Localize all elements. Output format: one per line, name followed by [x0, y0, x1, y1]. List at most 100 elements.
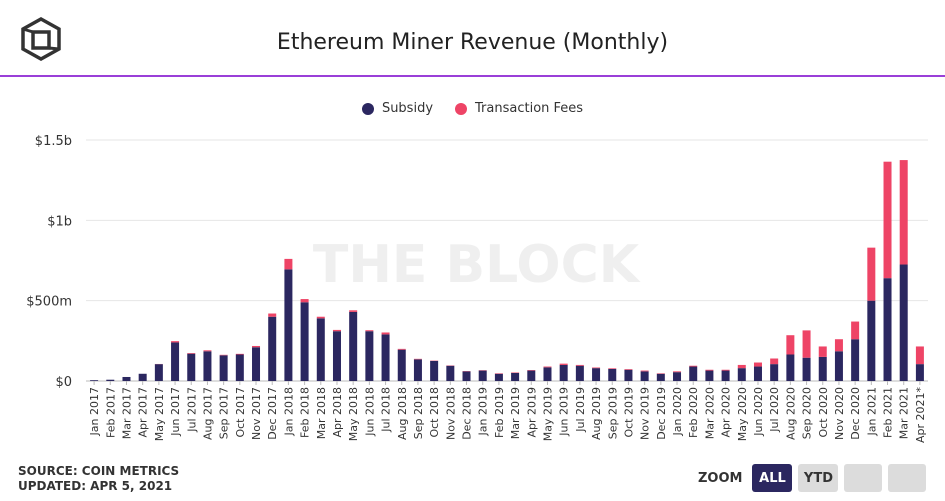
bar-subsidy	[446, 365, 455, 381]
bar-transaction-fees	[721, 369, 730, 371]
x-tick-label: Feb 2021	[882, 387, 895, 438]
bar-subsidy	[883, 278, 892, 381]
bar-transaction-fees	[284, 258, 293, 270]
bar-subsidy	[673, 372, 682, 381]
bar-transaction-fees	[252, 345, 261, 348]
bar-subsidy	[818, 356, 827, 381]
x-tick-label: Aug 2020	[784, 387, 797, 440]
watermark-text: THE BLOCK	[313, 235, 641, 295]
bar-subsidy	[300, 302, 309, 381]
bar-subsidy	[527, 370, 536, 381]
bar-transaction-fees	[365, 330, 374, 332]
zoom-all-button[interactable]: ALL	[752, 464, 793, 492]
x-tick-label: May 2020	[736, 387, 749, 441]
bar-subsidy	[770, 364, 779, 381]
bar-subsidy	[867, 300, 876, 381]
x-tick-label: Mar 2017	[120, 387, 133, 439]
bar-subsidy	[737, 368, 746, 381]
bar-transaction-fees	[883, 161, 892, 279]
bar-subsidy	[413, 359, 422, 381]
zoom-ytd-button[interactable]: YTD	[798, 464, 839, 492]
bar-subsidy	[381, 334, 390, 381]
x-tick-label: Aug 2018	[396, 387, 409, 440]
x-tick-label: Jul 2019	[574, 387, 587, 433]
title-divider	[0, 75, 945, 77]
revenue-bar-chart: THE BLOCK $0 $500m $1b $1.5b Jan 2017 Feb 2017…	[26, 134, 928, 443]
x-tick-label: Jan 2020	[671, 387, 684, 436]
bar-transaction-fees	[802, 330, 811, 358]
chart-legend: Subsidy Transaction Fees	[0, 101, 945, 116]
bar-subsidy	[154, 364, 163, 381]
bar-transaction-fees	[300, 299, 309, 303]
bar-transaction-fees	[689, 365, 698, 367]
bar-subsidy	[171, 342, 180, 381]
legend-item-transaction-fees[interactable]: Transaction Fees	[455, 101, 583, 116]
x-tick-label: Sep 2020	[801, 387, 814, 439]
bar-subsidy	[802, 357, 811, 381]
legend-item-subsidy[interactable]: Subsidy	[361, 101, 433, 116]
bar-subsidy	[656, 373, 665, 381]
x-tick-label: May 2019	[541, 387, 554, 441]
x-tick-label: Jun 2017	[169, 387, 182, 437]
zoom-blank-button-2[interactable]	[888, 464, 927, 492]
x-tick-label: Aug 2017	[201, 387, 214, 440]
bar-subsidy	[705, 370, 714, 381]
x-tick-label: Feb 2017	[104, 387, 117, 438]
x-tick-label: Dec 2017	[266, 387, 279, 440]
zoom-label: ZOOM	[698, 470, 743, 486]
x-tick-label: Aug 2019	[590, 387, 603, 440]
x-tick-label: Dec 2019	[655, 387, 668, 440]
x-tick-label: Feb 2020	[687, 387, 700, 438]
x-tick-label: Feb 2018	[299, 387, 312, 438]
bar-subsidy	[138, 373, 147, 381]
x-tick-label: Jan 2019	[477, 387, 490, 436]
bar-subsidy	[721, 370, 730, 381]
bar-transaction-fees	[640, 370, 649, 372]
bar-subsidy	[592, 368, 601, 381]
x-tick-label: Jul 2020	[768, 387, 781, 433]
x-tick-label: Mar 2021	[898, 387, 911, 439]
bar-transaction-fees	[624, 369, 633, 370]
bar-subsidy	[90, 380, 99, 381]
bar-subsidy	[284, 269, 293, 381]
bar-subsidy	[332, 331, 341, 381]
x-tick-label: May 2017	[153, 387, 166, 441]
bar-subsidy	[608, 368, 617, 381]
x-tick-label: Sep 2019	[606, 387, 619, 439]
zoom-blank-button-1[interactable]	[844, 464, 883, 492]
bar-subsidy	[624, 369, 633, 381]
bar-subsidy	[252, 347, 261, 381]
x-tick-label: Mar 2019	[509, 387, 522, 439]
bar-transaction-fees	[851, 321, 860, 340]
bar-transaction-fees	[203, 350, 212, 352]
x-tick-label: Oct 2019	[622, 387, 635, 438]
x-tick-label: Jan 2018	[282, 387, 295, 436]
x-tick-label: Jun 2018	[363, 387, 376, 437]
bar-transaction-fees	[770, 358, 779, 365]
bar-transaction-fees	[608, 368, 617, 369]
bar-transaction-fees	[818, 346, 827, 357]
bar-transaction-fees	[559, 363, 568, 365]
x-tick-label: May 2018	[347, 387, 360, 441]
x-tick-label: Jun 2020	[752, 387, 765, 437]
bar-subsidy	[462, 371, 471, 381]
x-tick-label: Apr 2020	[720, 387, 733, 438]
legend-label-transaction-fees: Transaction Fees	[475, 101, 584, 116]
bar-subsidy	[430, 360, 439, 381]
bar-subsidy	[786, 354, 795, 381]
x-tick-label: Jul 2017	[185, 387, 198, 433]
x-tick-label: Nov 2017	[250, 387, 263, 440]
bar-subsidy	[187, 353, 196, 381]
bar-subsidy	[753, 366, 762, 381]
bar-subsidy	[559, 364, 568, 381]
bar-transaction-fees	[235, 353, 244, 355]
x-tick-label: Feb 2019	[493, 387, 506, 438]
x-tick-label: Mar 2018	[315, 387, 328, 439]
bar-subsidy	[543, 367, 552, 381]
bar-subsidy	[640, 371, 649, 381]
bar-transaction-fees	[915, 346, 924, 365]
y-tick-label: $500m	[26, 295, 72, 310]
x-tick-label: Oct 2017	[234, 387, 247, 438]
chart-title: Ethereum Miner Revenue (Monthly)	[276, 30, 669, 55]
bar-subsidy	[106, 379, 115, 381]
